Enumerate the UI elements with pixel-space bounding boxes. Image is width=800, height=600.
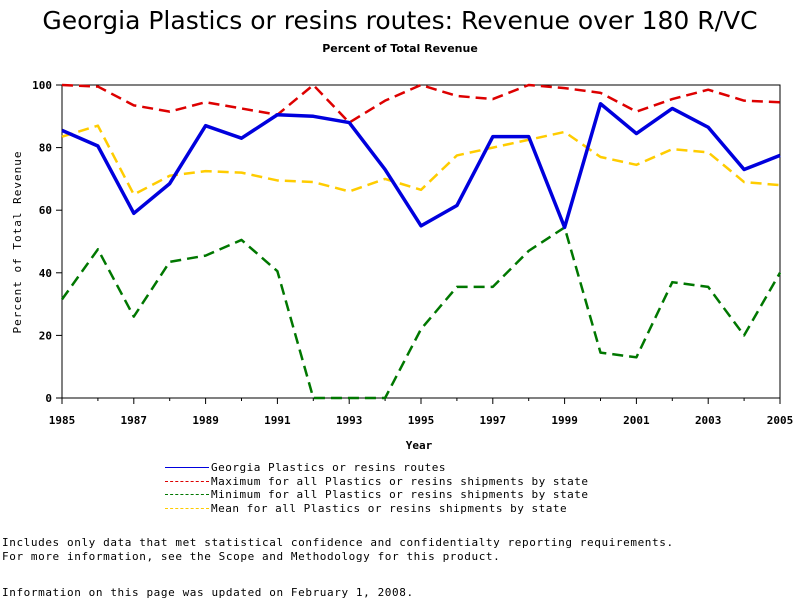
legend-label: Georgia Plastics or resins routes	[211, 461, 447, 475]
update-notice: Information on this page was updated on …	[2, 586, 414, 599]
legend-label: Maximum for all Plastics or resins shipm…	[211, 474, 589, 488]
series-line	[61, 83, 781, 124]
x-tick-label: 2005	[767, 414, 794, 427]
footnote-line: For more information, see the Scope and …	[2, 550, 501, 563]
y-tick-label: 60	[39, 204, 52, 217]
legend-label: Mean for all Plastics or resins shipment…	[211, 501, 568, 515]
x-tick-label: 1993	[336, 414, 363, 427]
footnote-line: Includes only data that met statistical …	[2, 536, 674, 549]
y-axis-label: Percent of Total Revenue	[11, 151, 24, 334]
legend-item: Maximum for all Plastics or resins shipm…	[165, 475, 589, 489]
x-tick-label: 1999	[551, 414, 578, 427]
x-tick-label: 1997	[480, 414, 507, 427]
x-axis-label: Year	[406, 439, 433, 452]
chart-title: Georgia Plastics or resins routes: Reven…	[42, 6, 758, 35]
x-tick-label: 1995	[408, 414, 435, 427]
legend-swatch	[165, 494, 209, 496]
series-line	[61, 102, 781, 230]
x-tick-label: 1991	[264, 414, 291, 427]
chart-subtitle: Percent of Total Revenue	[322, 42, 478, 55]
footnotes: Includes only data that met statistical …	[2, 536, 674, 564]
legend-swatch	[165, 480, 209, 482]
x-tick-label: 1987	[121, 414, 148, 427]
y-tick-label: 40	[39, 267, 52, 280]
chart-legend: Georgia Plastics or resins routes Maximum…	[165, 461, 589, 515]
plot-area	[61, 84, 781, 399]
legend-swatch	[165, 467, 209, 469]
line-chart: 0 20 40 60 80 100 1985 1987 1989 1991 1993 1995 199…	[11, 79, 794, 452]
legend-item: Mean for all Plastics or resins shipment…	[165, 502, 589, 516]
legend-item: Georgia Plastics or resins routes	[165, 461, 589, 475]
legend-item: Minimum for all Plastics or resins shipm…	[165, 488, 589, 502]
y-tick-label: 0	[45, 392, 52, 405]
x-tick-label: 2001	[623, 414, 650, 427]
y-tick-label: 100	[32, 79, 52, 92]
x-tick-label: 1985	[49, 414, 76, 427]
y-tick-label: 20	[39, 329, 52, 342]
series-line	[60, 226, 782, 400]
legend-label: Minimum for all Plastics or resins shipm…	[211, 488, 589, 502]
x-tick-label: 1989	[192, 414, 219, 427]
legend-swatch	[165, 507, 209, 509]
x-tick-label: 2003	[695, 414, 722, 427]
y-tick-label: 80	[39, 142, 52, 155]
